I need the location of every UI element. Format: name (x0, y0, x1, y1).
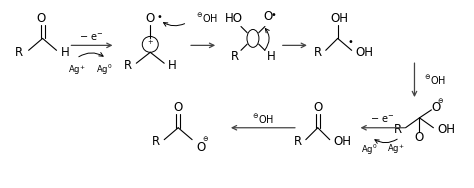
Text: OH: OH (331, 12, 349, 25)
Text: HO: HO (225, 12, 243, 25)
Text: Ag$^{0}$: Ag$^{0}$ (361, 142, 378, 157)
Text: $-$ e$^{-}$: $-$ e$^{-}$ (370, 114, 395, 125)
Text: OH: OH (334, 135, 352, 148)
Text: $^{⊖}$: $^{⊖}$ (201, 137, 209, 147)
Text: H: H (267, 50, 276, 63)
Ellipse shape (247, 30, 259, 47)
Text: R: R (294, 135, 302, 148)
Text: R: R (15, 46, 23, 59)
Text: OH: OH (438, 123, 456, 136)
Text: O: O (196, 141, 205, 154)
Text: H: H (61, 46, 69, 59)
Text: O: O (415, 131, 424, 144)
Text: OH: OH (356, 46, 374, 59)
Text: R: R (231, 50, 239, 63)
Text: $^+$: $^+$ (146, 39, 155, 49)
Text: $^{⊖}$: $^{⊖}$ (437, 98, 444, 108)
Text: O: O (146, 12, 155, 25)
Text: $•$: $•$ (156, 10, 163, 20)
Text: R: R (393, 123, 401, 136)
Text: R: R (124, 59, 132, 72)
Text: O: O (313, 101, 322, 114)
Text: $-$ e$^{-}$: $-$ e$^{-}$ (79, 32, 104, 43)
Text: R: R (314, 46, 322, 59)
Text: O: O (173, 101, 183, 114)
Text: $•$: $•$ (346, 35, 353, 45)
Text: Ag$^{+}$: Ag$^{+}$ (68, 63, 85, 77)
Text: H: H (168, 59, 177, 72)
Text: R: R (152, 135, 160, 148)
Text: $^{⊖}$OH: $^{⊖}$OH (252, 113, 274, 126)
Text: $•$: $•$ (270, 8, 276, 18)
Text: $^{⊖}$OH: $^{⊖}$OH (424, 74, 447, 87)
Text: O: O (431, 101, 441, 114)
Text: Ag$^{+}$: Ag$^{+}$ (387, 143, 404, 156)
Text: O: O (263, 10, 272, 23)
Text: $^{⊖}$OH: $^{⊖}$OH (196, 12, 219, 25)
Text: O: O (36, 12, 45, 25)
Text: Ag$^{0}$: Ag$^{0}$ (96, 63, 113, 77)
